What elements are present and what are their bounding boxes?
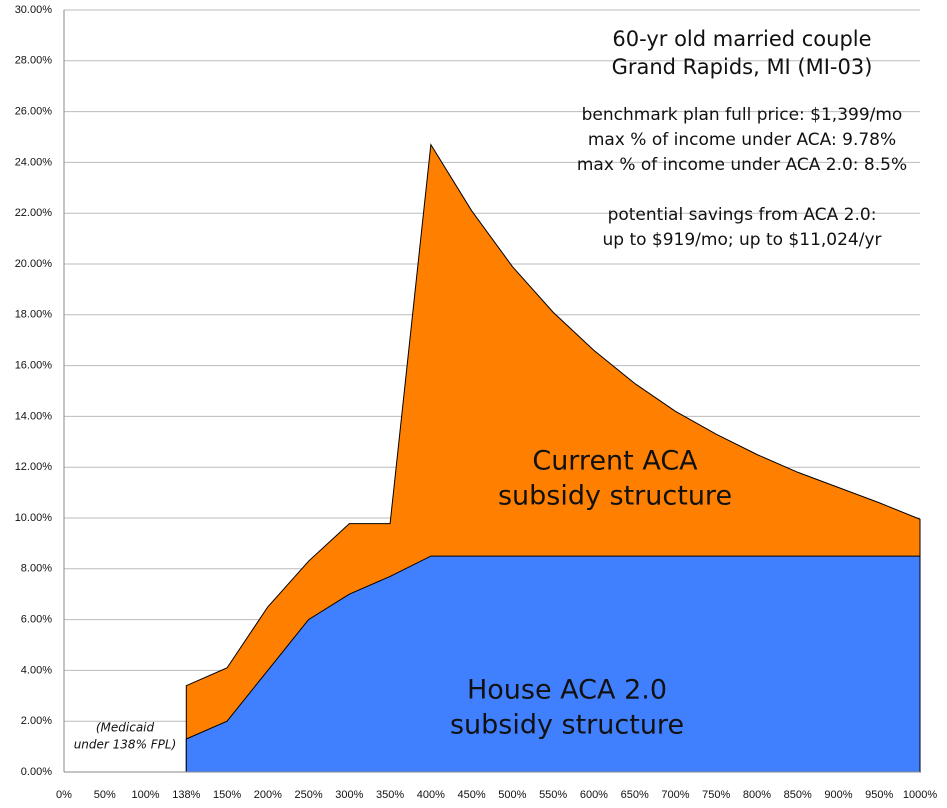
annotation: max % of income under ACA: 9.78% <box>588 130 896 150</box>
x-tick-label: 200% <box>254 789 282 801</box>
y-tick-label: 2.00% <box>21 715 52 727</box>
y-tick-label: 28.00% <box>15 55 53 67</box>
x-tick-label: 300% <box>335 789 363 801</box>
y-tick-label: 26.00% <box>15 106 53 118</box>
x-tick-label: 900% <box>824 789 852 801</box>
x-tick-label: 250% <box>295 789 323 801</box>
annotation: up to $919/mo; up to $11,024/yr <box>602 230 881 250</box>
x-tick-label: 100% <box>131 789 159 801</box>
x-tick-label: 850% <box>784 789 812 801</box>
x-tick-label: 0% <box>56 789 72 801</box>
x-tick-label: 500% <box>498 789 526 801</box>
x-tick-label: 750% <box>702 789 730 801</box>
y-tick-label: 8.00% <box>21 563 52 575</box>
x-tick-label: 138% <box>172 789 200 801</box>
y-tick-label: 18.00% <box>15 309 53 321</box>
x-tick-label: 350% <box>376 789 404 801</box>
y-tick-label: 20.00% <box>15 258 53 270</box>
x-tick-label: 400% <box>417 789 445 801</box>
annotation: potential savings from ACA 2.0: <box>608 205 877 225</box>
y-tick-label: 4.00% <box>21 664 52 676</box>
y-tick-label: 10.00% <box>15 512 53 524</box>
annotation: Grand Rapids, MI (MI-03) <box>612 55 873 79</box>
annotation: benchmark plan full price: $1,399/mo <box>582 105 903 125</box>
annotation: (Medicaid <box>96 721 155 735</box>
x-tick-label: 650% <box>621 789 649 801</box>
annotation: max % of income under ACA 2.0: 8.5% <box>577 155 907 175</box>
y-tick-label: 30.00% <box>15 4 53 16</box>
annotation: under 138% FPL) <box>74 738 177 752</box>
x-tick-label: 450% <box>458 789 486 801</box>
annotation: 60-yr old married couple <box>612 27 871 51</box>
x-tick-label: 50% <box>94 789 116 801</box>
area <box>185 555 921 773</box>
x-tick-label: 1000% <box>903 789 937 801</box>
y-tick-label: 0.00% <box>21 766 52 778</box>
annotation: Current ACA <box>532 446 698 477</box>
y-tick-label: 12.00% <box>15 461 53 473</box>
x-tick-label: 950% <box>865 789 893 801</box>
annotation: House ACA 2.0 <box>467 675 667 706</box>
y-tick-label: 16.00% <box>15 360 53 372</box>
x-tick-label: 800% <box>743 789 771 801</box>
y-tick-label: 6.00% <box>21 614 52 626</box>
x-tick-label: 550% <box>539 789 567 801</box>
annotation: subsidy structure <box>498 481 732 512</box>
y-tick-label: 24.00% <box>15 156 53 168</box>
x-tick-label: 600% <box>580 789 608 801</box>
y-tick-label: 14.00% <box>15 410 53 422</box>
y-tick-label: 22.00% <box>15 207 53 219</box>
x-tick-label: 150% <box>213 789 241 801</box>
x-tick-label: 700% <box>661 789 689 801</box>
annotation: subsidy structure <box>450 710 684 741</box>
